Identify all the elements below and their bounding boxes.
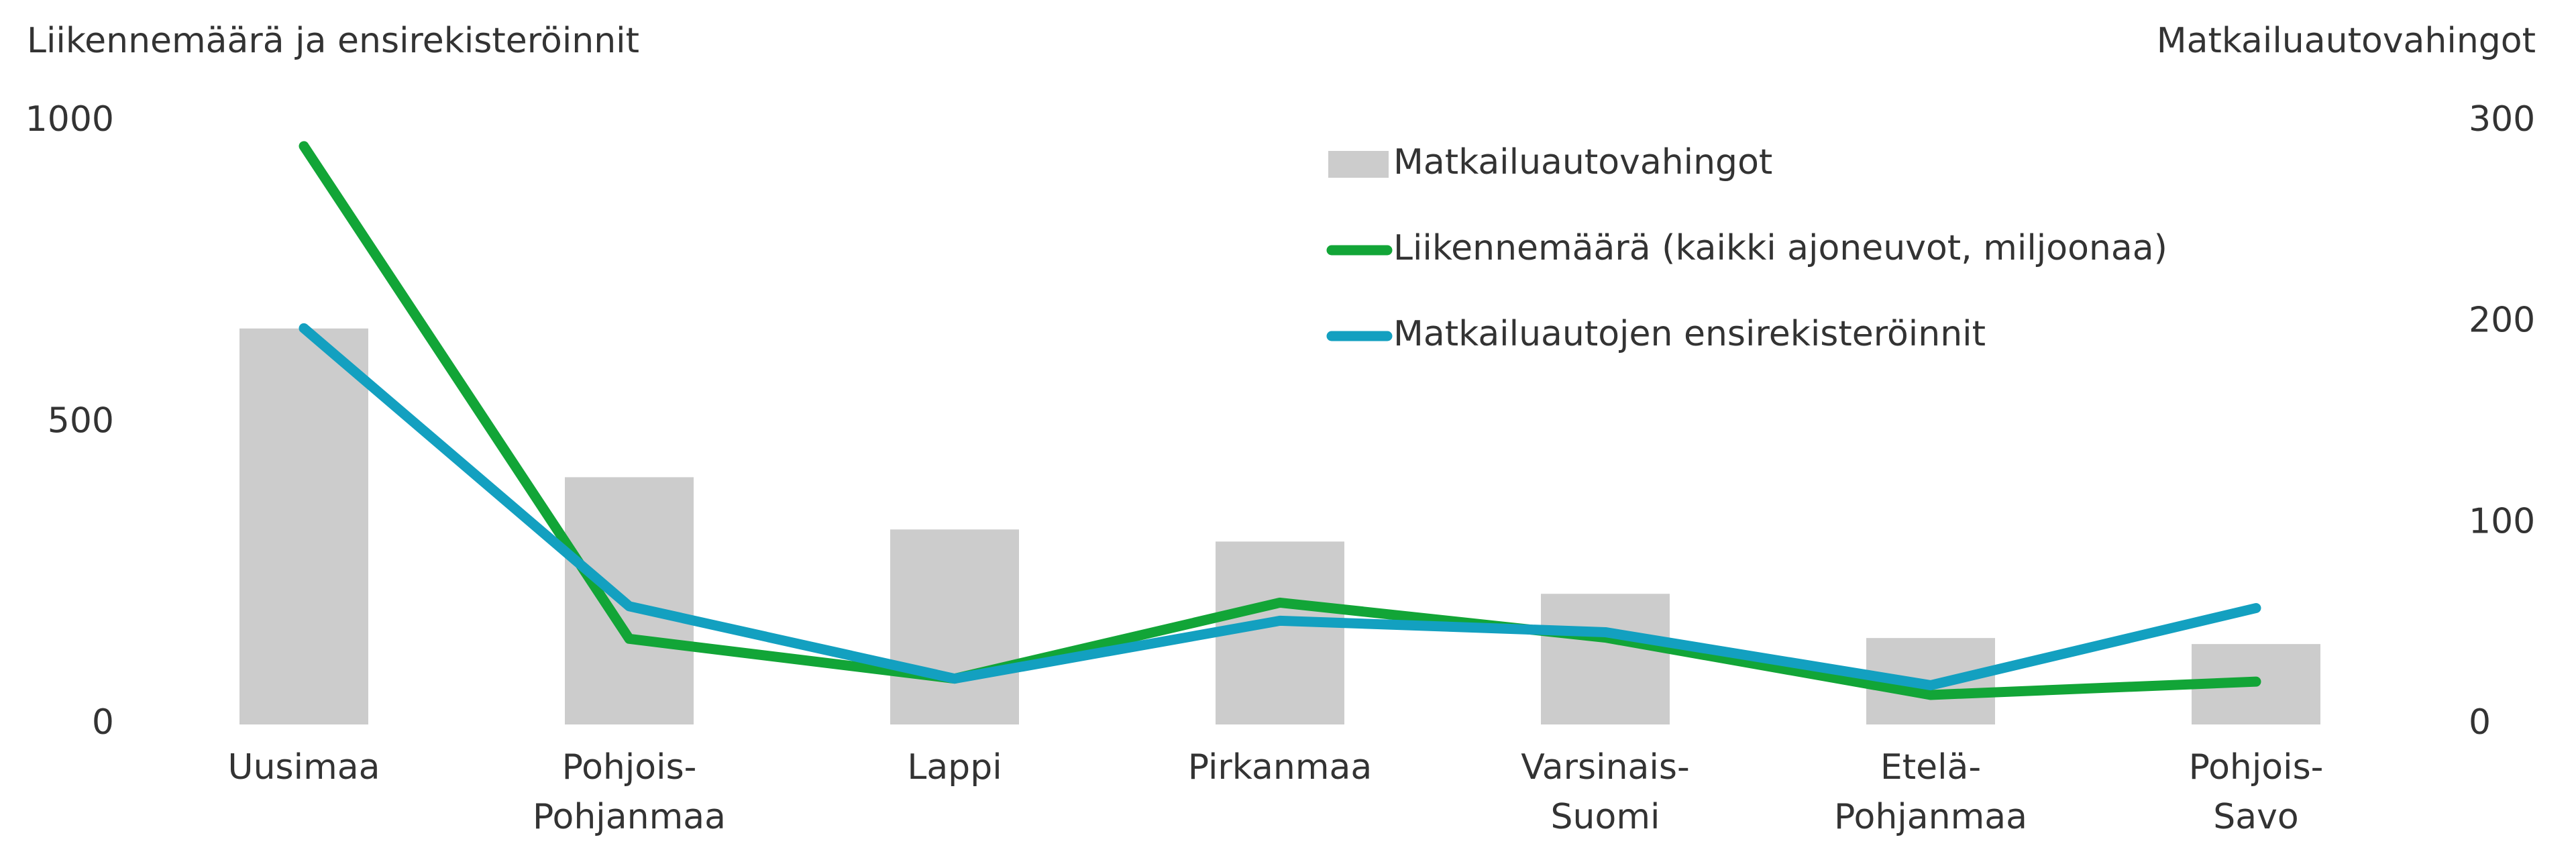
y2-tick-label: 100 bbox=[2469, 501, 2535, 541]
line bbox=[299, 141, 2261, 700]
bar bbox=[890, 529, 1019, 724]
legend-swatch bbox=[1328, 151, 1389, 178]
legend-label: Matkailuautojen ensirekisteröinnit bbox=[1393, 314, 1986, 354]
x-tick-label: Uusimaa bbox=[227, 747, 380, 788]
y2-axis-title: Matkailuautovahingot bbox=[2157, 21, 2536, 61]
y2-tick-label: 300 bbox=[2469, 99, 2535, 140]
y2-tick-label: 0 bbox=[2469, 702, 2491, 743]
x-tick-label: Etelä- Pohjanmaa bbox=[1834, 747, 2027, 837]
y-axis-title: Liikennemäärä ja ensirekisteröinnit bbox=[27, 21, 639, 61]
x-tick-label: Varsinais- Suomi bbox=[1521, 747, 1690, 837]
x-tick-label: Lappi bbox=[907, 747, 1002, 788]
y-tick-label: 1000 bbox=[25, 99, 114, 140]
y-tick-label: 0 bbox=[92, 702, 114, 743]
x-tick-label: Pohjois- Pohjanmaa bbox=[533, 747, 726, 837]
legend-label: Matkailuautovahingot bbox=[1393, 142, 1772, 182]
bar bbox=[239, 328, 368, 724]
y-tick-label: 500 bbox=[48, 401, 114, 441]
x-tick-label: Pirkanmaa bbox=[1187, 747, 1373, 788]
y2-tick-label: 200 bbox=[2469, 301, 2535, 341]
bar bbox=[1541, 594, 1670, 724]
legend-label: Liikennemäärä (kaikki ajoneuvot, miljoon… bbox=[1393, 228, 2167, 268]
x-tick-label: Pohjois- Savo bbox=[2188, 747, 2324, 837]
line bbox=[299, 323, 2261, 691]
